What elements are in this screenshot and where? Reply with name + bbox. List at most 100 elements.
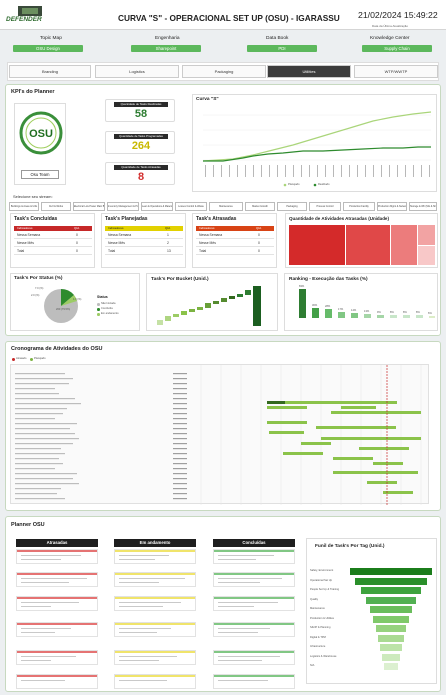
funnel-tag-label: Logistics & Warehouse bbox=[310, 655, 337, 658]
header-indicator-label: Indicadores bbox=[199, 226, 215, 230]
s-curve-plot bbox=[202, 111, 432, 187]
kanban-card[interactable] bbox=[16, 549, 98, 564]
sharepoint-button[interactable]: Sharepoint bbox=[131, 45, 201, 52]
pie-slice-progress bbox=[61, 295, 77, 306]
kanban-column-done[interactable]: Concluídas bbox=[213, 539, 295, 547]
tasks-late-row-week: Nessa Semana 0 bbox=[196, 232, 274, 239]
funnel-bar bbox=[382, 654, 400, 661]
company-logo: DEFENDER bbox=[4, 5, 58, 24]
kpi-card-tasks-planned: Quantidade de Tasks Programadas 264 bbox=[105, 131, 175, 154]
s-curve-legend-planned: Planejado bbox=[288, 183, 300, 186]
funnel-bar bbox=[373, 616, 409, 623]
kpi-card-label: Quantidade de Tasks Realizadas bbox=[114, 102, 168, 107]
stream-filter-chip[interactable]: Process Control bbox=[309, 202, 341, 211]
gantt-grid bbox=[10, 364, 429, 505]
kanban-column-late[interactable]: Atrasadas bbox=[16, 539, 98, 547]
stream-filter-caption: Selecione seu stream: bbox=[13, 194, 53, 199]
supply-chain-button[interactable]: Supply Chain bbox=[362, 45, 432, 52]
pdi-button[interactable]: PDI bbox=[247, 45, 317, 52]
stream-filter-chip[interactable]: Electrical Low Power Main Building bbox=[73, 202, 105, 211]
stream-filter-chip[interactable]: Storage & Wh (Mix & Ship) bbox=[409, 202, 437, 211]
kanban-card[interactable] bbox=[213, 596, 295, 611]
treemap-block[interactable] bbox=[391, 225, 417, 265]
tasks-late-row-month: Nesse Mês 0 bbox=[196, 240, 274, 247]
treemap-block[interactable] bbox=[418, 225, 435, 245]
kanban-card[interactable] bbox=[16, 674, 98, 689]
stream-filter-chip[interactable]: Market Growth bbox=[245, 202, 275, 211]
kanban-card[interactable] bbox=[114, 650, 196, 665]
stream-filter-chip[interactable]: Maintenance bbox=[209, 202, 243, 211]
funnel-bar bbox=[355, 578, 427, 585]
pie-slice-done bbox=[61, 288, 74, 306]
stream-filter-chip[interactable]: Losses Control & Waste bbox=[175, 202, 207, 211]
tasks-done-header: Indicadores Qtd. bbox=[14, 226, 92, 231]
s-curve-legend-realized: Realizado bbox=[318, 183, 330, 186]
stream-filter-chip[interactable]: Packaging bbox=[277, 202, 307, 211]
stream-filter-chip[interactable]: Buildings & Areas & Utils bbox=[9, 202, 39, 211]
gantt-legend-late: Atrasado bbox=[16, 357, 27, 360]
funnel-bar bbox=[376, 625, 406, 632]
osu-team-caption: Osu Team bbox=[21, 170, 59, 179]
osu-design-button[interactable]: OSU Design bbox=[13, 45, 83, 52]
kanban-card[interactable] bbox=[213, 650, 295, 665]
tab-packaging[interactable]: Packaging bbox=[182, 65, 266, 78]
ranking-value-label: 8% bbox=[416, 311, 420, 314]
stream-filter-chip[interactable]: Production Mgmt & Network bbox=[377, 202, 407, 211]
kanban-card[interactable] bbox=[16, 650, 98, 665]
funnel-tag-label: Maintenance bbox=[310, 607, 325, 610]
status-legend-item: Não Iniciada bbox=[101, 302, 116, 305]
funnel-tag-label: People Set Up & Training bbox=[310, 588, 340, 591]
ranking-value-label: 30% bbox=[312, 304, 318, 307]
tasks-by-status-chart: Task's Por Status (%) 7.0 (%) 2.0 (%) 1.… bbox=[10, 273, 140, 331]
status-legend-item: Concluída bbox=[101, 307, 113, 310]
legend-dot-icon bbox=[97, 303, 100, 306]
stream-filter-chip[interactable]: Production Facility bbox=[343, 202, 375, 211]
kpi-card-value: 58 bbox=[134, 108, 148, 120]
treemap-block[interactable] bbox=[418, 246, 435, 265]
tab-logistics[interactable]: Logistics bbox=[95, 65, 179, 78]
header-indicator-label: Indicadores bbox=[17, 226, 33, 230]
tasks-late-header: Indicadores Qtd. bbox=[196, 226, 274, 231]
last-update-caption: Data da Última Atualização bbox=[372, 24, 409, 28]
status-label: 2.0 (%) bbox=[31, 294, 40, 297]
kanban-card[interactable] bbox=[114, 674, 196, 689]
header-bar bbox=[0, 0, 446, 30]
kanban-card[interactable] bbox=[213, 549, 295, 564]
kanban-card[interactable] bbox=[114, 549, 196, 564]
kanban-card[interactable] bbox=[213, 622, 295, 637]
s-curve-planned-line bbox=[202, 111, 432, 162]
s-curve-chart: Curva "S" Planejado Realizado bbox=[192, 94, 437, 192]
funnel-tag-label: Quality bbox=[310, 598, 319, 601]
kanban-card[interactable] bbox=[213, 674, 295, 689]
ranking-chart-title: Ranking - Execução das Tasks (%) bbox=[289, 277, 368, 282]
svg-text:OSU: OSU bbox=[29, 128, 53, 140]
kpi-card-value: 264 bbox=[131, 140, 151, 152]
kanban-card[interactable] bbox=[114, 622, 196, 637]
page-title: CURVA "S" - OPERACIONAL SET UP (OSU) - I… bbox=[118, 13, 340, 23]
tab-utilities[interactable]: Utilities bbox=[267, 65, 351, 78]
kanban-card[interactable] bbox=[16, 596, 98, 611]
funnel-tag-label: S&OP & Planning bbox=[310, 626, 331, 629]
tab-wtp-wwtp[interactable]: WTP/WWTP bbox=[354, 65, 438, 78]
funnel-bar bbox=[378, 635, 404, 642]
stream-filter-chip[interactable]: Inventory Management & Products Control bbox=[107, 202, 139, 211]
kanban-card[interactable] bbox=[114, 572, 196, 587]
stream-filter-chip[interactable]: Civil & Works bbox=[41, 202, 71, 211]
tab-branding[interactable]: Branding bbox=[9, 65, 91, 78]
stream-filter-chip[interactable]: Lean & Operations & Materials bbox=[141, 202, 173, 211]
ranking-value-label: 83% bbox=[299, 285, 305, 288]
link-group-label-knowledge-center: Knowledge Center bbox=[370, 36, 410, 41]
header-qty-label: Qtd. bbox=[74, 226, 80, 230]
status-pie bbox=[44, 288, 78, 323]
kanban-card[interactable] bbox=[16, 572, 98, 587]
gantt-legend-planned: Planejado bbox=[34, 357, 46, 360]
kanban-column-in-progress[interactable]: Em andamento bbox=[114, 539, 196, 547]
kanban-card[interactable] bbox=[213, 572, 295, 587]
kanban-card[interactable] bbox=[114, 596, 196, 611]
status-label: 7.0 (%) bbox=[35, 287, 44, 290]
treemap-block[interactable] bbox=[346, 225, 390, 265]
status-label: 200 (79.5%) bbox=[56, 308, 71, 311]
tasks-done-row-month: Nesse Mês 0 bbox=[14, 240, 92, 247]
treemap-block[interactable] bbox=[289, 225, 345, 265]
kanban-card[interactable] bbox=[16, 622, 98, 637]
